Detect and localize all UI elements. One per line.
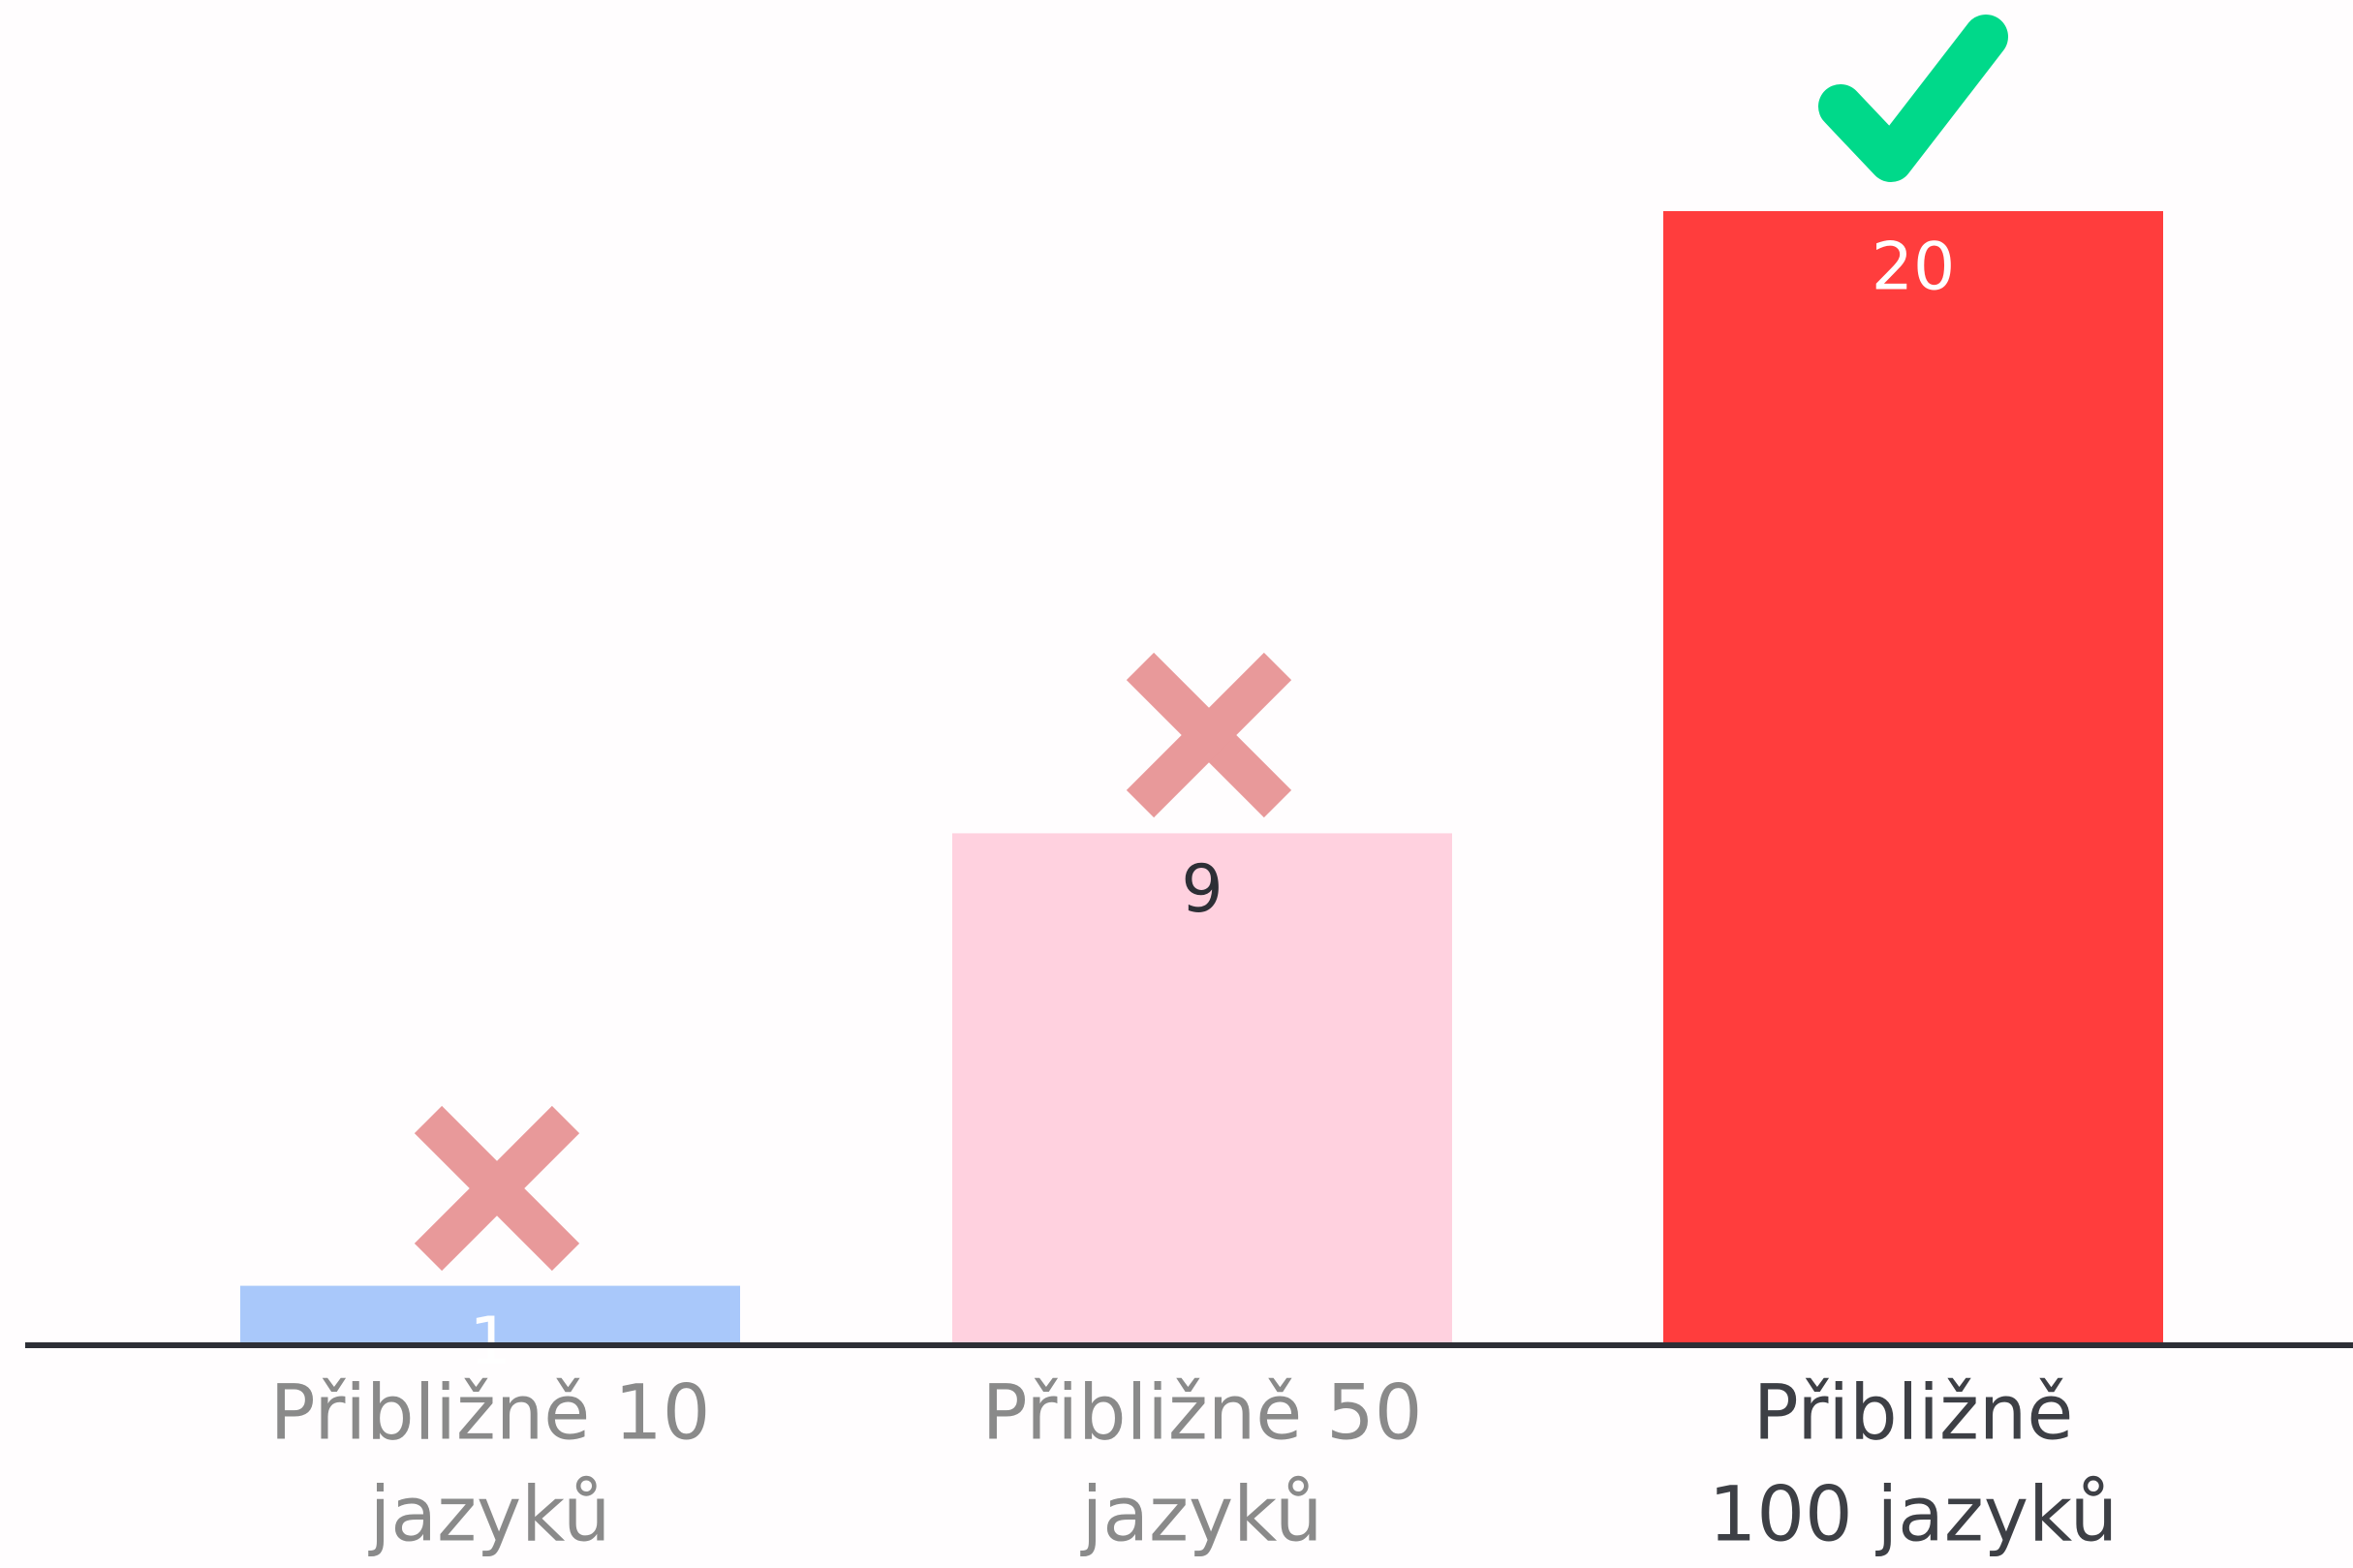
x-tick-label: 100 jazyků — [1709, 1471, 2118, 1558]
value-label: 1 — [469, 1304, 511, 1380]
x-tick-label: Přibližně 10 — [270, 1369, 711, 1457]
bar — [240, 1285, 740, 1342]
cross-icon — [414, 1105, 580, 1272]
x-tick-label: jazyků — [368, 1471, 611, 1558]
cross-icon — [1126, 652, 1292, 818]
bar — [952, 833, 1452, 1342]
value-label: 9 — [1181, 851, 1223, 928]
value-label: 20 — [1872, 230, 1956, 306]
bar — [1663, 211, 2163, 1342]
x-tick-label: Přibližně — [1753, 1369, 2074, 1457]
check-icon — [1818, 15, 2008, 182]
x-tick-label: jazyků — [1080, 1471, 1323, 1558]
x-tick-label: Přibližně 50 — [982, 1369, 1423, 1457]
